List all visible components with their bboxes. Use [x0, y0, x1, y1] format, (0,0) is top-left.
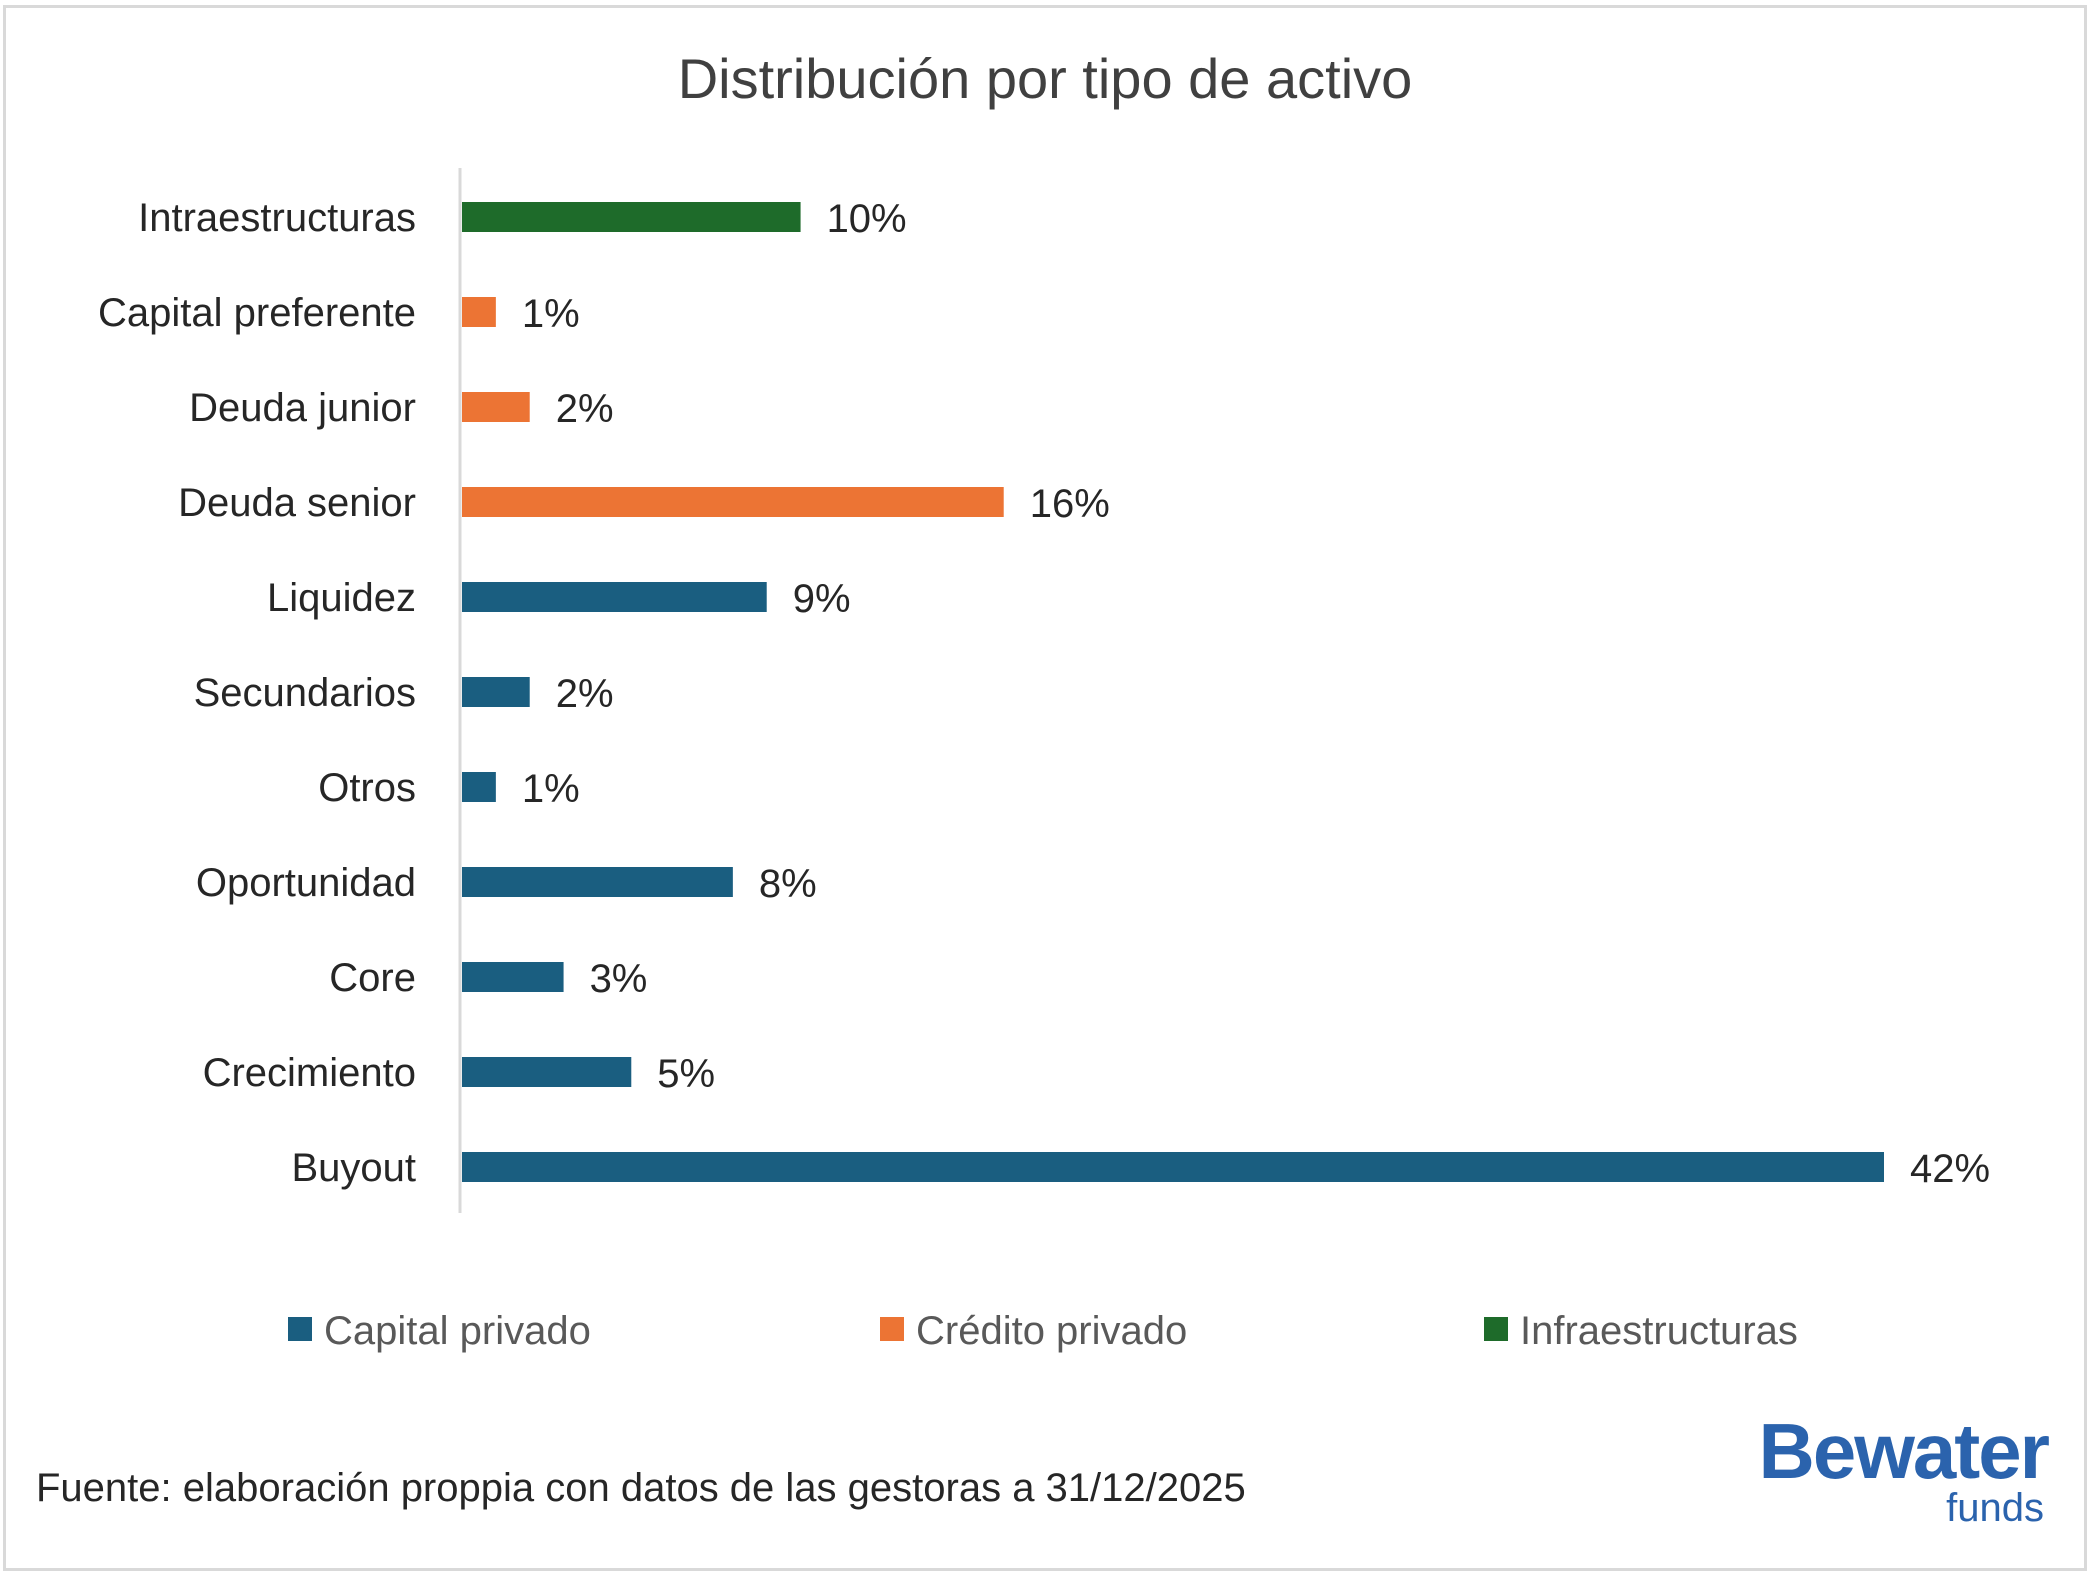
bar-deuda-senior — [462, 487, 1004, 517]
category-label-oportunidad: Oportunidad — [196, 861, 416, 905]
bar-oportunidad — [462, 867, 733, 897]
data-label-liquidez: 9% — [793, 577, 851, 621]
chart-title: Distribución por tipo de activo — [678, 47, 1413, 110]
data-label-crecimiento: 5% — [657, 1052, 715, 1096]
logo-wordmark: Bewater — [1758, 1407, 2050, 1495]
chart-frame — [3, 5, 2087, 1571]
legend: Capital privado Crédito privado Infraestru… — [288, 1309, 1798, 1353]
bar-liquidez — [462, 582, 767, 612]
category-label-liquidez: Liquidez — [267, 576, 416, 620]
category-label-buyout: Buyout — [291, 1146, 416, 1190]
bar-capital-preferente — [462, 297, 496, 327]
category-label-deuda-junior: Deuda junior — [189, 386, 416, 430]
bar-deuda-junior — [462, 392, 530, 422]
category-label-otros: Otros — [318, 766, 416, 810]
legend-label-infraestructuras: Infraestructuras — [1520, 1309, 1798, 1353]
data-label-intraestructuras: 10% — [827, 197, 907, 241]
data-label-buyout: 42% — [1910, 1147, 1990, 1191]
legend-swatch-capital-privado — [288, 1317, 312, 1341]
legend-swatch-credito-privado — [880, 1317, 904, 1341]
bar-crecimiento — [462, 1057, 632, 1087]
category-label-capital-preferente: Capital preferente — [98, 291, 416, 335]
logo-subtitle: funds — [1946, 1486, 2044, 1530]
bars-group: Intraestructuras 10% Capital preferente 1% D… — [98, 196, 1990, 1191]
category-label-secundarios: Secundarios — [194, 671, 416, 715]
data-label-core: 3% — [590, 957, 648, 1001]
bar-otros — [462, 772, 496, 802]
category-label-core: Core — [329, 956, 416, 1000]
bewater-funds-logo: Bewater funds — [1738, 1407, 2050, 1532]
legend-label-credito-privado: Crédito privado — [916, 1309, 1187, 1353]
source-note: Fuente: elaboración proppia con datos de… — [36, 1466, 1246, 1510]
category-label-crecimiento: Crecimiento — [203, 1051, 416, 1095]
bar-buyout — [462, 1152, 1884, 1182]
bar-secundarios — [462, 677, 530, 707]
bar-core — [462, 962, 564, 992]
legend-label-capital-privado: Capital privado — [324, 1309, 591, 1353]
category-label-deuda-senior: Deuda senior — [178, 481, 416, 525]
data-label-otros: 1% — [522, 767, 580, 811]
data-label-capital-preferente: 1% — [522, 292, 580, 336]
category-label-intraestructuras: Intraestructuras — [138, 196, 416, 240]
data-label-secundarios: 2% — [556, 672, 614, 716]
data-label-deuda-senior: 16% — [1030, 482, 1110, 526]
data-label-deuda-junior: 2% — [556, 387, 614, 431]
legend-swatch-infraestructuras — [1484, 1317, 1508, 1341]
bar-intraestructuras — [462, 202, 801, 232]
data-label-oportunidad: 8% — [759, 862, 817, 906]
